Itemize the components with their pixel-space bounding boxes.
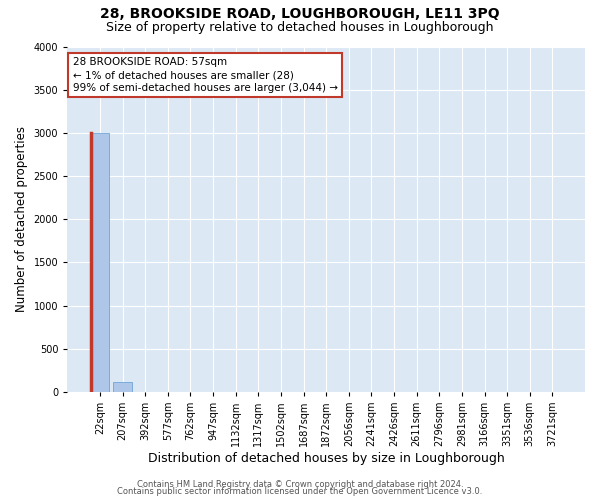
Bar	[113, 382, 131, 392]
X-axis label: Distribution of detached houses by size in Loughborough: Distribution of detached houses by size …	[148, 452, 505, 465]
Text: 28 BROOKSIDE ROAD: 57sqm
← 1% of detached houses are smaller (28)
99% of semi-de: 28 BROOKSIDE ROAD: 57sqm ← 1% of detache…	[73, 57, 338, 94]
Text: Contains HM Land Registry data © Crown copyright and database right 2024.: Contains HM Land Registry data © Crown c…	[137, 480, 463, 489]
Bar	[91, 133, 109, 392]
Text: Size of property relative to detached houses in Loughborough: Size of property relative to detached ho…	[106, 21, 494, 34]
Text: 28, BROOKSIDE ROAD, LOUGHBOROUGH, LE11 3PQ: 28, BROOKSIDE ROAD, LOUGHBOROUGH, LE11 3…	[100, 8, 500, 22]
Y-axis label: Number of detached properties: Number of detached properties	[15, 126, 28, 312]
Text: Contains public sector information licensed under the Open Government Licence v3: Contains public sector information licen…	[118, 487, 482, 496]
